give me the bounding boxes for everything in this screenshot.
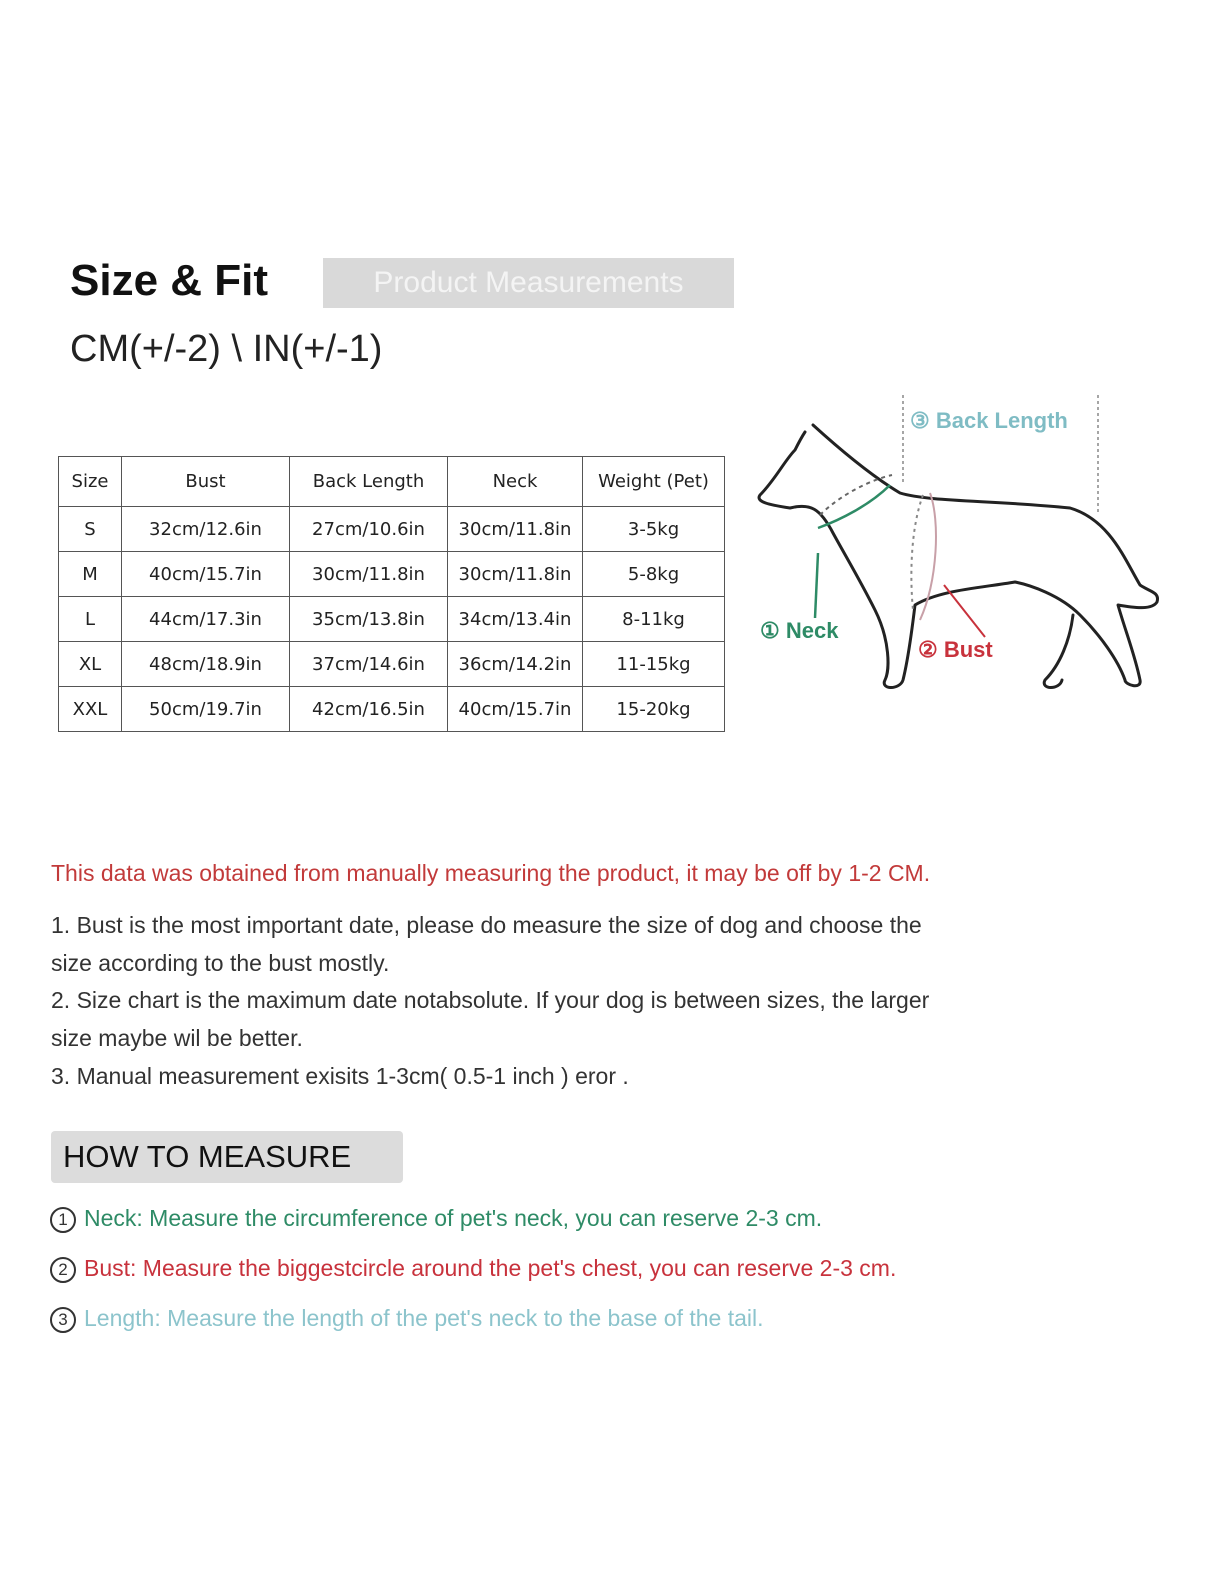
table-cell: 11-15kg [582, 641, 725, 687]
dog-outline [757, 423, 1160, 689]
table-row: M 40cm/15.7in 30cm/11.8in 30cm/11.8in 5-8kg [58, 551, 725, 597]
table-cell: 30cm/11.8in [289, 551, 448, 597]
neck-line [817, 484, 891, 530]
table-cell: 34cm/13.4in [447, 596, 583, 642]
table-cell: 36cm/14.2in [447, 641, 583, 687]
table-row: L 44cm/17.3in 35cm/13.8in 34cm/13.4in 8-11kg [58, 596, 725, 642]
table-cell: 27cm/10.6in [289, 506, 448, 552]
neck-label: ① Neck [760, 618, 839, 643]
note-1-line-2: size according to the bust mostly. [51, 950, 390, 976]
dog-measurement-diagram: ③ Back Length ① Neck ② Bust [757, 395, 1160, 689]
note-3: 3. Manual measurement exisits 1-3cm( 0.5… [51, 1063, 629, 1089]
table-cell: 3-5kg [582, 506, 725, 552]
table-row: XXL 50cm/19.7in 42cm/16.5in 40cm/15.7in 15-2… [58, 686, 725, 732]
bust-line [919, 492, 937, 621]
neck-dashed-line [819, 474, 893, 516]
note-1-line-1: 1. Bust is the most important date, plea… [51, 912, 922, 938]
accuracy-note: This data was obtained from manually mea… [51, 860, 931, 886]
circled-number-icon: 1 [50, 1206, 76, 1233]
product-measurements-badge: Product Measurements [323, 258, 734, 308]
how-to-measure-heading: HOW TO MEASURE [51, 1131, 403, 1183]
step-text: Neck: Measure the circumference of pet's… [84, 1205, 823, 1231]
circled-number-icon: 3 [50, 1306, 76, 1333]
table-cell: 32cm/12.6in [121, 506, 290, 552]
table-cell: 40cm/15.7in [447, 686, 583, 732]
table-cell: S [58, 506, 122, 552]
col-header: Neck [447, 456, 583, 507]
size-table: Size Bust Back Length Neck Weight (Pet) … [58, 456, 725, 732]
table-cell: 35cm/13.8in [289, 596, 448, 642]
table-row: S 32cm/12.6in 27cm/10.6in 30cm/11.8in 3-5kg [58, 506, 725, 552]
circled-number-icon: 2 [50, 1256, 76, 1283]
table-cell: 50cm/19.7in [121, 686, 290, 732]
step-bust: 2 Bust: Measure the biggestcircle around … [50, 1255, 896, 1283]
page-title: Size & Fit [70, 256, 269, 305]
table-header-row: Size Bust Back Length Neck Weight (Pet) [58, 456, 725, 507]
bust-dashed-line [910, 494, 924, 611]
units-tolerance: CM(+/-2) \ IN(+/-1) [70, 328, 383, 370]
table-row: XL 48cm/18.9in 37cm/14.6in 36cm/14.2in 11-15… [58, 641, 725, 687]
table-cell: 48cm/18.9in [121, 641, 290, 687]
neck-pointer [813, 552, 820, 619]
col-header: Weight (Pet) [582, 456, 725, 507]
table-cell: 40cm/15.7in [121, 551, 290, 597]
step-neck: 1 Neck: Measure the circumference of pet'… [50, 1205, 822, 1233]
col-header: Size [58, 456, 122, 507]
step-text: Bust: Measure the biggestcircle around t… [84, 1255, 897, 1281]
table-cell: 44cm/17.3in [121, 596, 290, 642]
step-length: 3 Length: Measure the length of the pet's… [50, 1305, 764, 1333]
table-cell: M [58, 551, 122, 597]
table-cell: 30cm/11.8in [447, 551, 583, 597]
bust-pointer [943, 584, 986, 638]
table-cell: L [58, 596, 122, 642]
col-header: Back Length [289, 456, 448, 507]
table-cell: 8-11kg [582, 596, 725, 642]
table-cell: XL [58, 641, 122, 687]
table-cell: 15-20kg [582, 686, 725, 732]
col-header: Bust [121, 456, 290, 507]
table-cell: XXL [58, 686, 122, 732]
bust-label: ② Bust [918, 637, 993, 662]
table-cell: 5-8kg [582, 551, 725, 597]
table-cell: 42cm/16.5in [289, 686, 448, 732]
note-2-line-2: size maybe wil be better. [51, 1025, 303, 1051]
step-text: Length: Measure the length of the pet's … [84, 1305, 764, 1331]
table-cell: 30cm/11.8in [447, 506, 583, 552]
note-2-line-1: 2. Size chart is the maximum date notabs… [51, 987, 930, 1013]
table-cell: 37cm/14.6in [289, 641, 448, 687]
back-length-label: ③ Back Length [910, 408, 1068, 433]
